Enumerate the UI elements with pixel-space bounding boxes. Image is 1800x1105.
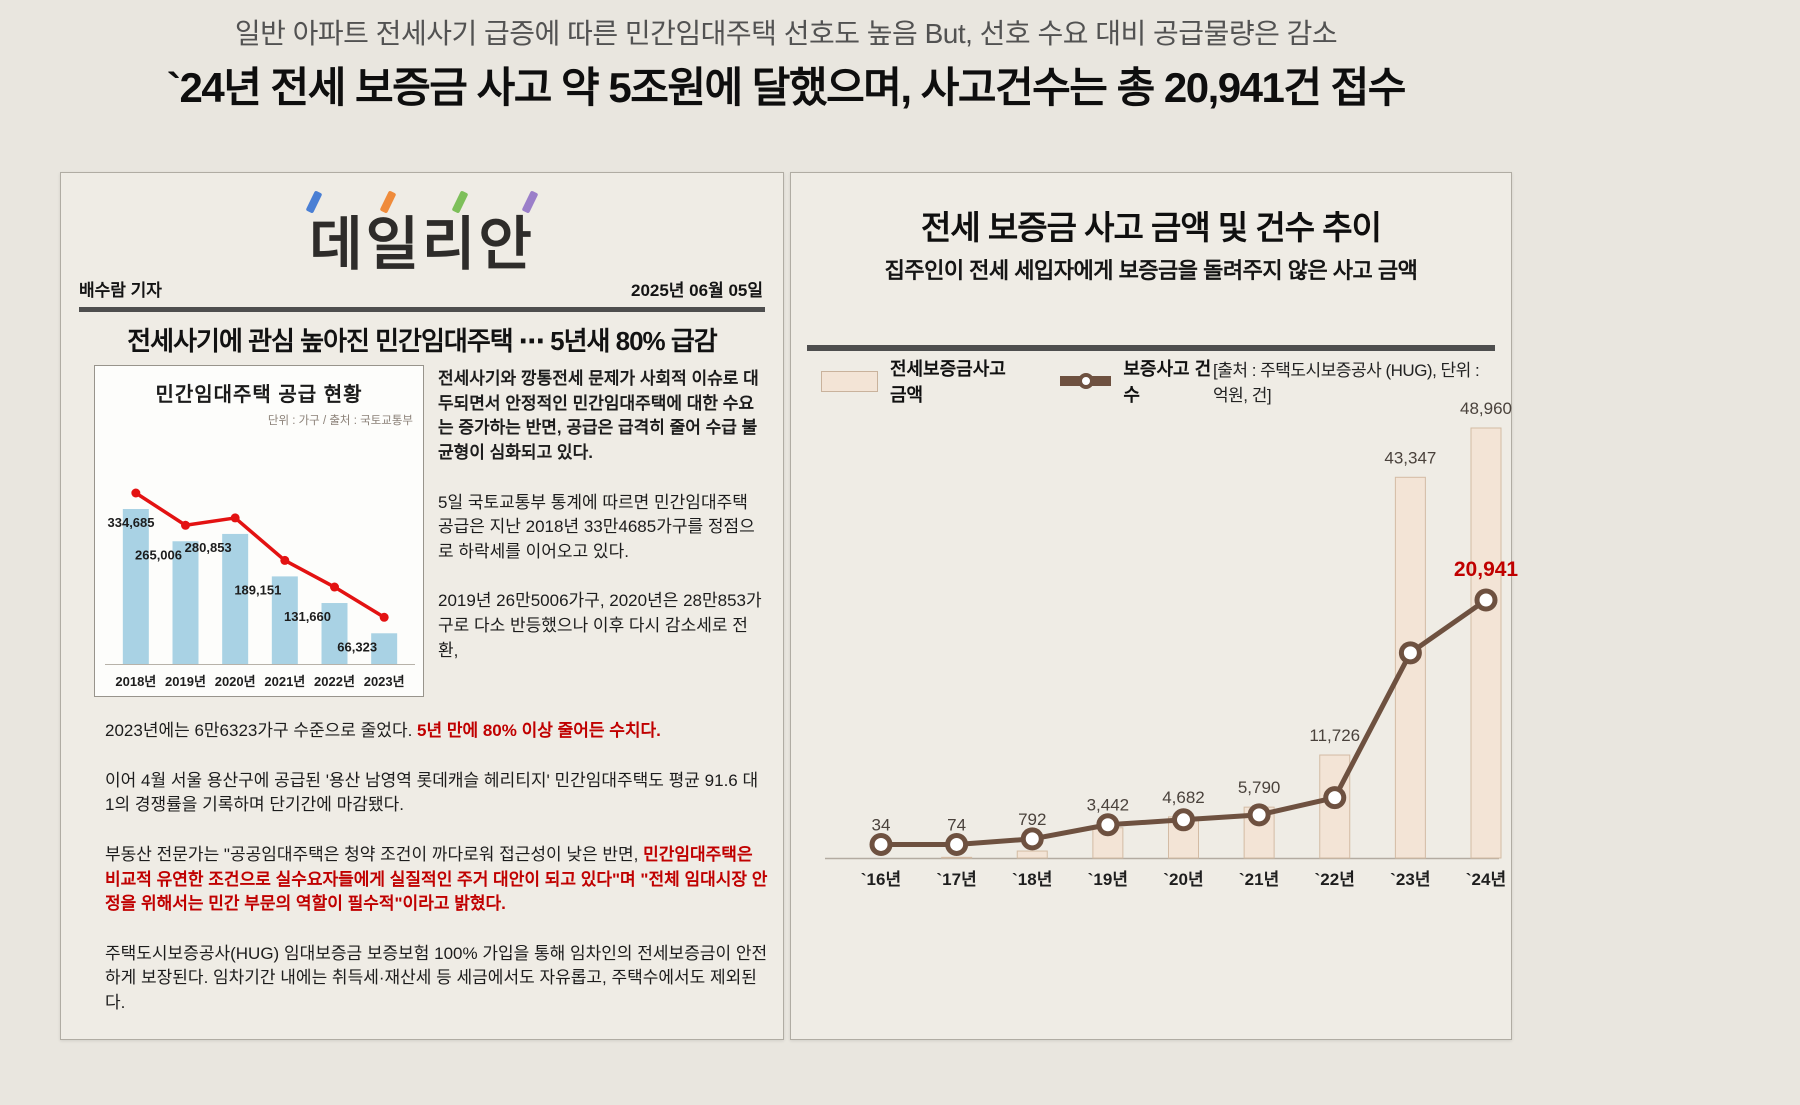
byline-reporter: 배수람 기자 [79, 281, 162, 300]
svg-text:280,853: 280,853 [185, 540, 232, 555]
source-note: [출처 : 주택도시보증공사 (HUG), 단위 : 억원, 건] [1212, 361, 1480, 405]
svg-text:66,323: 66,323 [337, 639, 377, 654]
supply-chart-svg: 334,685 2018년 265,006 2019년 280,853 2020년 189,… [105, 488, 415, 689]
page-headline: `24년 전세 보증금 사고 약 5조원에 달했으며, 사고건수는 총 20,9… [167, 64, 1406, 111]
svg-text:34: 34 [872, 815, 891, 834]
svg-text:43,347: 43,347 [1384, 448, 1436, 467]
svg-text:131,660: 131,660 [284, 609, 331, 624]
legend-amount-label: 전세보증금사고금액 [889, 359, 1006, 405]
supply-chart: 민간임대주택 공급 현황 단위 : 가구 / 출처 : 국토교통부 334,68… [94, 365, 424, 697]
divider-rule [807, 345, 1495, 351]
svg-text:`23년: `23년 [1390, 870, 1430, 889]
article-text: 부동산 전문가는 "공공임대주택은 청약 조건이 까다로워 접근성이 낮은 반면… [105, 844, 644, 864]
chart-title: 전세 보증금 사고 금액 및 건수 추이 [920, 209, 1382, 246]
svg-text:48,960: 48,960 [1460, 399, 1512, 418]
article-headline: 전세사기에 관심 높아진 민간임대주택 ⋯ 5년새 80% 급감 [127, 326, 717, 356]
svg-text:`17년: `17년 [937, 870, 977, 889]
article-paragraph: 주택도시보증공사(HUG) 임대보증금 보증보험 100% 가입을 통해 임차인… [105, 943, 768, 1013]
article-paragraph: 5일 국토교통부 통계에 따르면 민간임대주택 공급은 지난 2018년 33만… [438, 492, 755, 561]
svg-text:`18년: `18년 [1012, 870, 1052, 889]
svg-text:792: 792 [1018, 810, 1046, 829]
masthead-logo: 데일리안 [61, 189, 783, 273]
svg-text:2022년: 2022년 [314, 674, 355, 689]
logo-tick-orange-icon [379, 190, 397, 214]
svg-text:`22년: `22년 [1315, 870, 1355, 889]
svg-text:`16년: `16년 [861, 870, 901, 889]
logo-tick-purple-icon [521, 190, 539, 214]
chart-subtitle: 집주인이 전세 세입자에게 보증금을 돌려주지 않은 사고 금액 [884, 258, 1418, 283]
svg-text:334,685: 334,685 [108, 515, 155, 530]
logo-accent-ticks-icon [272, 189, 572, 215]
svg-text:2023년: 2023년 [364, 674, 405, 689]
logo-text: 데일리안 [309, 210, 535, 278]
article-column: 전세사기와 깡통전세 문제가 사회적 이슈로 대두되면서 안정적인 민간임대주택… [438, 367, 768, 688]
svg-text:2019년: 2019년 [165, 674, 206, 689]
supply-chart-title: 민간임대주택 공급 현황 [155, 384, 363, 406]
svg-text:`24년: `24년 [1466, 870, 1506, 889]
svg-text:4,682: 4,682 [1162, 788, 1205, 807]
article-text-highlight: 민간임대주택은 비교적 유연한 조건으로 실수요자들에게 실질적인 주거 대안이… [105, 844, 768, 914]
legend-count-label: 보증사고 건수 [1123, 359, 1212, 405]
article-text-highlight: 5년 만에 80% 이상 줄어든 수치다. [417, 721, 661, 740]
supply-chart-note: 단위 : 가구 / 출처 : 국토교통부 [267, 415, 413, 427]
svg-text:2021년: 2021년 [264, 674, 305, 689]
divider-rule [79, 307, 765, 312]
kicker: 일반 아파트 전세사기 급증에 따른 민간임대주택 선호도 높음 But, 선호… [234, 18, 1338, 49]
svg-text:`20년: `20년 [1163, 870, 1203, 889]
article-paragraph-lead: 전세사기와 깡통전세 문제가 사회적 이슈로 대두되면서 안정적인 민간임대주택… [438, 369, 759, 462]
trend-chart-card: 전세 보증금 사고 금액 및 건수 추이 집주인이 전세 세입자에게 보증금을 … [790, 172, 1518, 1040]
news-article-card: 데일리안 배수람 기자 2025년 06월 05일 전세사기에 관심 높아진 민… [60, 172, 784, 1040]
article-text: 2023년에는 6만6323가구 수준으로 줄었다. [105, 721, 418, 740]
svg-text:`21년: `21년 [1239, 870, 1279, 889]
svg-text:265,006: 265,006 [135, 547, 182, 562]
logo-tick-blue-icon [305, 190, 323, 214]
svg-text:189,151: 189,151 [234, 582, 281, 597]
byline-date: 2025년 06월 05일 [630, 281, 763, 300]
article-body: 2023년에는 6만6323가구 수준으로 줄었다. 5년 만에 80% 이상 … [105, 719, 769, 1041]
logo-tick-green-icon [451, 190, 469, 214]
svg-text:3,442: 3,442 [1087, 796, 1130, 815]
svg-text:11,726: 11,726 [1309, 726, 1360, 745]
accident-chart-svg: 34 `16년 74 `17년 792 `18년 3,442 `19년 4,682 `20년 5,7… [825, 399, 1518, 889]
svg-text:20,941: 20,941 [1454, 558, 1519, 581]
svg-text:74: 74 [947, 815, 966, 834]
article-paragraph: 2019년 26만5006가구, 2020년은 28만853가구로 다소 반등했… [438, 591, 762, 660]
legend-count-marker-icon [1059, 370, 1112, 392]
chart-legend: 전세보증금사고금액 보증사고 건수 [출처 : 주택도시보증공사 (HUG), … [821, 359, 1495, 405]
article-paragraph: 2023년에는 6만6323가구 수준으로 줄었다. 5년 만에 80% 이상 … [105, 719, 769, 744]
legend-amount-swatch-icon [821, 370, 878, 392]
svg-text:`19년: `19년 [1088, 870, 1128, 889]
svg-text:2018년: 2018년 [115, 674, 156, 689]
article-paragraph: 부동산 전문가는 "공공임대주택은 청약 조건이 까다로워 접근성이 낮은 반면… [105, 843, 769, 917]
svg-text:2020년: 2020년 [215, 674, 256, 689]
svg-text:5,790: 5,790 [1238, 778, 1281, 797]
article-paragraph: 이어 4월 서울 용산구에 공급된 '용산 남영역 롯데캐슬 헤리티지' 민간임… [105, 770, 759, 815]
